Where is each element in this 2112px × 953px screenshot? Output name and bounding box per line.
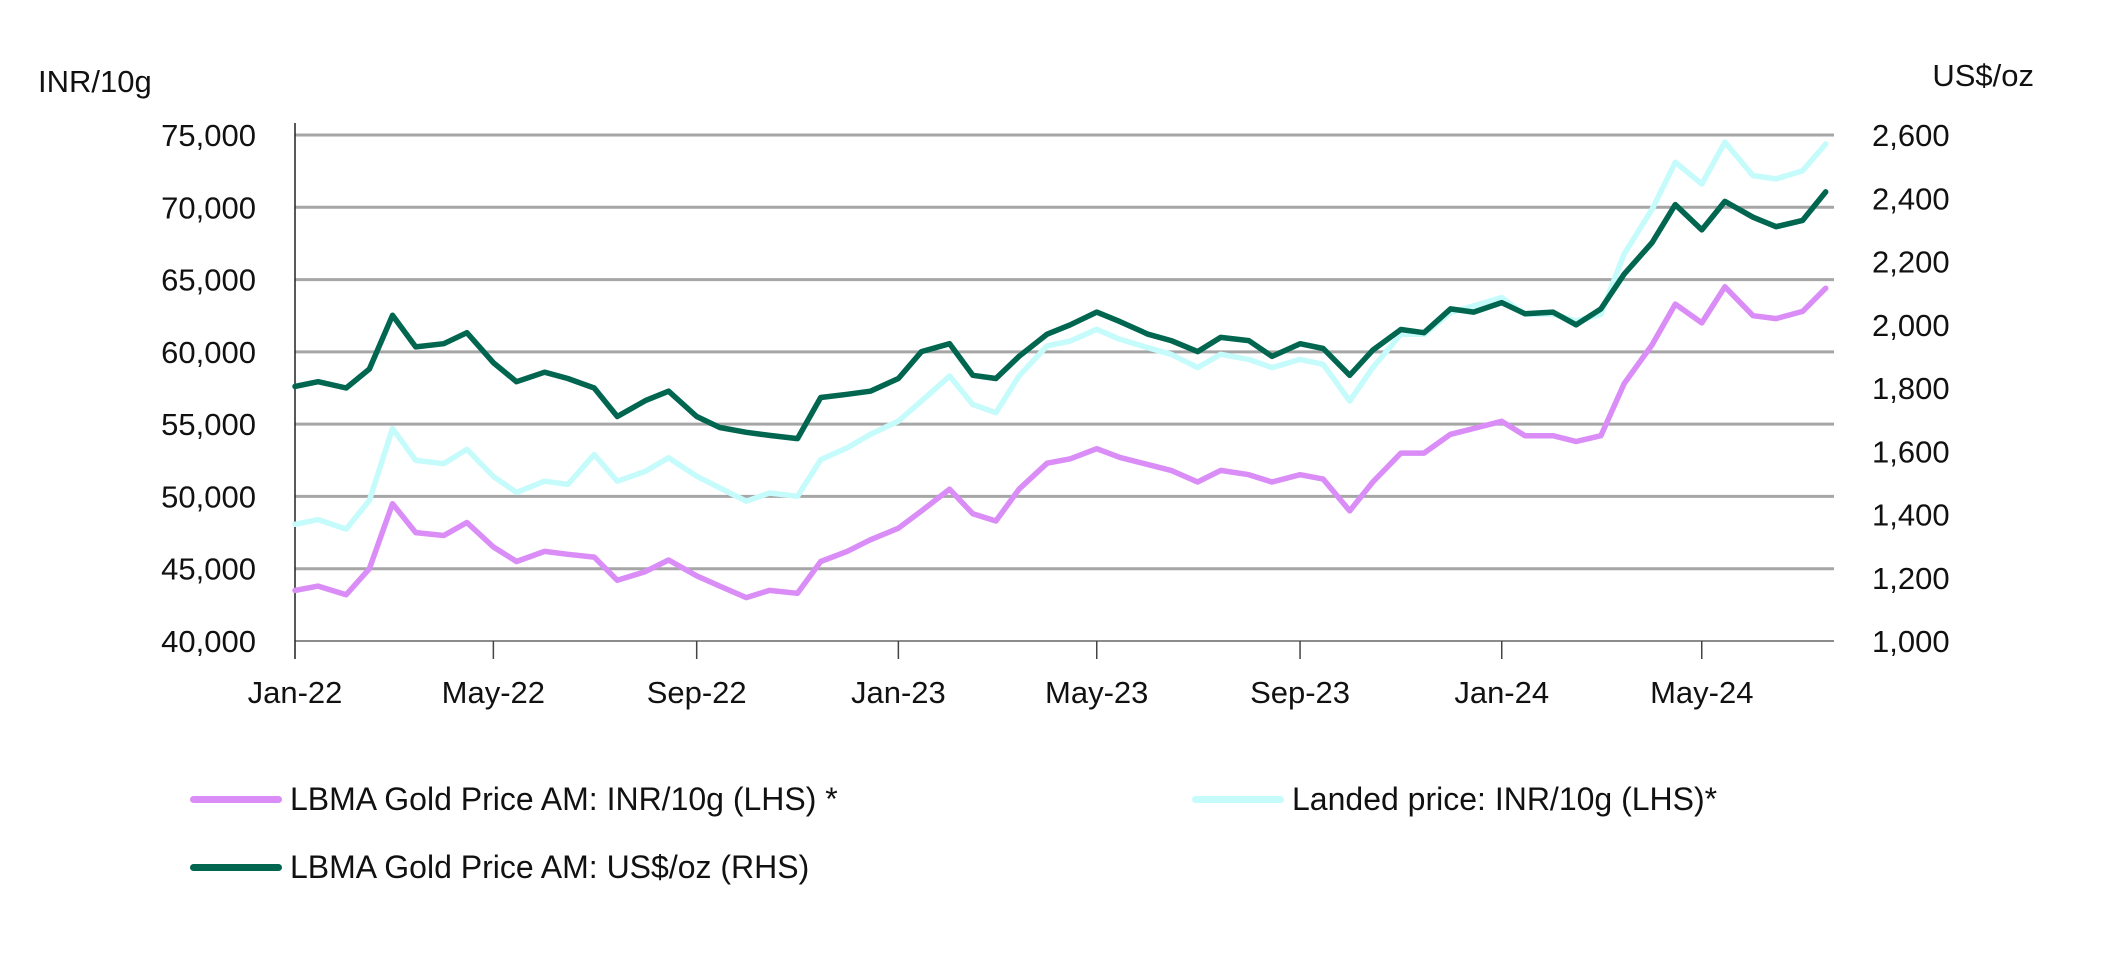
left-tick-label: 55,000 [161, 407, 256, 442]
series-line-2 [292, 189, 1829, 442]
series-line-0 [292, 284, 1829, 601]
legend-item-usd: LBMA Gold Price AM: US$/oz (RHS) [190, 849, 809, 886]
right-tick-label: 1,000 [1872, 624, 1950, 659]
right-tick-label: 1,600 [1872, 434, 1950, 469]
gridlines [295, 133, 1834, 571]
x-tick-label: Sep-22 [647, 675, 747, 710]
right-axis-unit: US$/oz [1932, 58, 2034, 93]
series-line-1 [292, 139, 1829, 532]
legend-swatch-inr [190, 796, 282, 803]
left-axis-unit: INR/10g [38, 64, 152, 99]
right-tick-label: 2,000 [1872, 308, 1950, 343]
left-tick-label: 40,000 [161, 624, 256, 659]
legend-swatch-landed [1192, 796, 1284, 803]
series-lines [292, 139, 1829, 601]
right-tick-label: 1,800 [1872, 371, 1950, 406]
legend-item-inr: LBMA Gold Price AM: INR/10g (LHS) * [190, 781, 838, 818]
right-tick-label: 2,600 [1872, 118, 1950, 153]
legend-label-inr: LBMA Gold Price AM: INR/10g (LHS) * [290, 781, 838, 817]
legend-label-landed: Landed price: INR/10g (LHS)* [1292, 781, 1718, 817]
x-tick-label: Jan-23 [851, 675, 946, 710]
x-tick-label: May-24 [1650, 675, 1753, 710]
x-tick-label: May-22 [442, 675, 545, 710]
x-tick-label: Jan-22 [248, 675, 343, 710]
left-tick-label: 65,000 [161, 263, 256, 298]
left-tick-label: 50,000 [161, 479, 256, 514]
x-tick-label: May-23 [1045, 675, 1148, 710]
legend-label-usd: LBMA Gold Price AM: US$/oz (RHS) [290, 849, 810, 885]
left-tick-label: 70,000 [161, 190, 256, 225]
right-tick-label: 1,200 [1872, 561, 1950, 596]
right-tick-label: 2,200 [1872, 245, 1950, 280]
right-tick-label: 2,400 [1872, 181, 1950, 216]
right-tick-label: 1,400 [1872, 498, 1950, 533]
left-tick-label: 75,000 [161, 118, 256, 153]
left-tick-label: 60,000 [161, 335, 256, 370]
x-tick-label: Jan-24 [1454, 675, 1549, 710]
left-tick-label: 45,000 [161, 552, 256, 587]
legend-item-landed: Landed price: INR/10g (LHS)* [1192, 781, 1717, 818]
legend-swatch-usd [190, 864, 282, 871]
axes: 40,000 45,000 50,000 55,000 60,000 65,000 70,0… [161, 118, 1949, 710]
x-tick-label: Sep-23 [1250, 675, 1350, 710]
